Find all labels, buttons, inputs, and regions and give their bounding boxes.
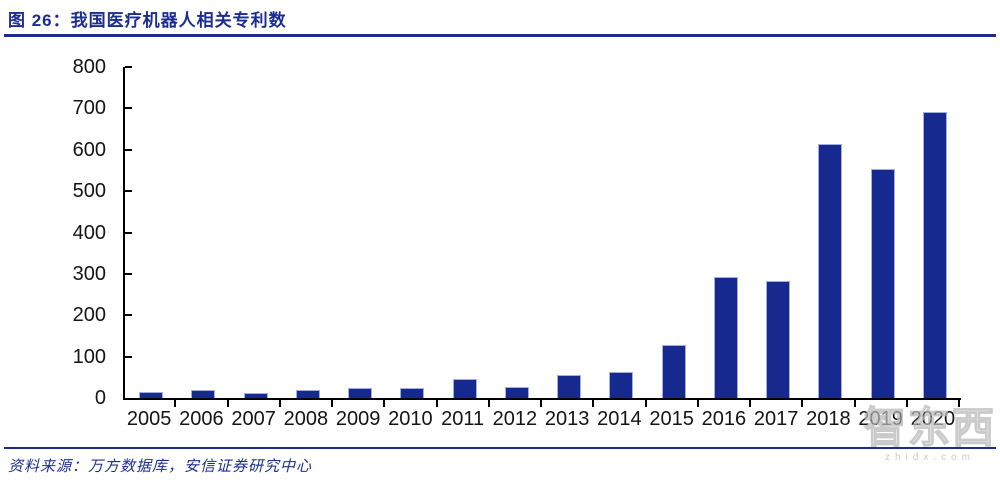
y-tick-mark [125, 355, 132, 358]
x-tick-mark [435, 400, 438, 407]
x-tick-label-2016: 2016 [701, 408, 747, 430]
bar-2015 [661, 345, 686, 398]
x-tick-mark [801, 400, 804, 407]
x-tick-mark [383, 400, 386, 407]
bar-2013 [557, 375, 582, 398]
bar-2010 [400, 388, 425, 398]
x-tick-mark [226, 400, 229, 407]
y-tick-mark [125, 272, 132, 275]
x-tick-label-2007: 2007 [231, 408, 276, 430]
x-tick-label-2015: 2015 [649, 408, 694, 430]
x-tick-label-2014: 2014 [597, 408, 642, 430]
bar-2014 [609, 372, 634, 398]
x-tick-mark [749, 400, 751, 407]
y-tick-label-800: 800 [72, 56, 106, 78]
x-tick-label-2010: 2010 [388, 408, 433, 430]
y-tick-label-200: 200 [72, 304, 106, 327]
bar-2017 [766, 281, 791, 398]
y-tick-label-600: 600 [72, 138, 106, 161]
bar-2008 [295, 390, 320, 398]
x-tick-mark [278, 400, 281, 407]
bar-2009 [348, 388, 373, 398]
y-tick-mark [125, 107, 132, 110]
bar-2005 [139, 392, 164, 398]
top-divider [4, 34, 996, 37]
x-tick-mark [174, 400, 177, 407]
y-tick-mark [125, 314, 132, 317]
bar-2020 [922, 112, 947, 398]
x-tick-mark [644, 400, 647, 407]
y-tick-mark [125, 231, 132, 234]
x-tick-label-2013: 2013 [544, 408, 590, 430]
x-tick-label-2019: 2019 [858, 408, 903, 430]
y-tick-mark [125, 148, 132, 151]
x-tick-mark [540, 400, 542, 407]
bar-2006 [191, 390, 216, 398]
y-tick-label-300: 300 [72, 262, 106, 285]
bottom-divider [4, 447, 996, 449]
x-tick-label-2011: 2011 [441, 408, 485, 430]
x-tick-label-2012: 2012 [492, 408, 538, 430]
x-tick-label-2006: 2006 [179, 408, 224, 430]
bar-2019 [870, 169, 895, 398]
y-tick-label-100: 100 [72, 345, 106, 368]
y-tick-label-500: 500 [72, 180, 106, 203]
bar-2018 [818, 144, 843, 398]
x-tick-mark [958, 400, 960, 407]
y-tick-label-700: 700 [72, 97, 106, 120]
x-tick-label-2009: 2009 [335, 408, 381, 430]
plot-area [123, 67, 961, 400]
y-tick-mark [125, 66, 132, 68]
x-tick-label-2005: 2005 [126, 408, 172, 430]
x-tick-label-2018: 2018 [806, 408, 851, 430]
y-tick-mark [125, 190, 132, 193]
y-tick-label-400: 400 [72, 221, 106, 244]
bar-2011 [452, 379, 477, 398]
bar-2016 [713, 277, 738, 398]
bar-2012 [504, 387, 529, 398]
x-tick-mark [592, 400, 595, 407]
x-tick-mark [905, 400, 908, 407]
x-tick-mark [696, 400, 699, 407]
x-tick-mark [331, 400, 333, 407]
bar-2007 [243, 393, 268, 398]
x-tick-mark [487, 400, 490, 407]
figure-title: 图 26：我国医疗机器人相关专利数 [8, 11, 287, 30]
source-note: 资料来源：万方数据库，安信证券研究中心 [8, 459, 313, 475]
x-tick-label-2008: 2008 [283, 408, 329, 430]
x-tick-label-2017: 2017 [753, 408, 799, 430]
x-tick-mark [853, 400, 856, 407]
y-tick-label-0: 0 [94, 387, 106, 409]
x-tick-label-2020: 2020 [910, 408, 956, 430]
